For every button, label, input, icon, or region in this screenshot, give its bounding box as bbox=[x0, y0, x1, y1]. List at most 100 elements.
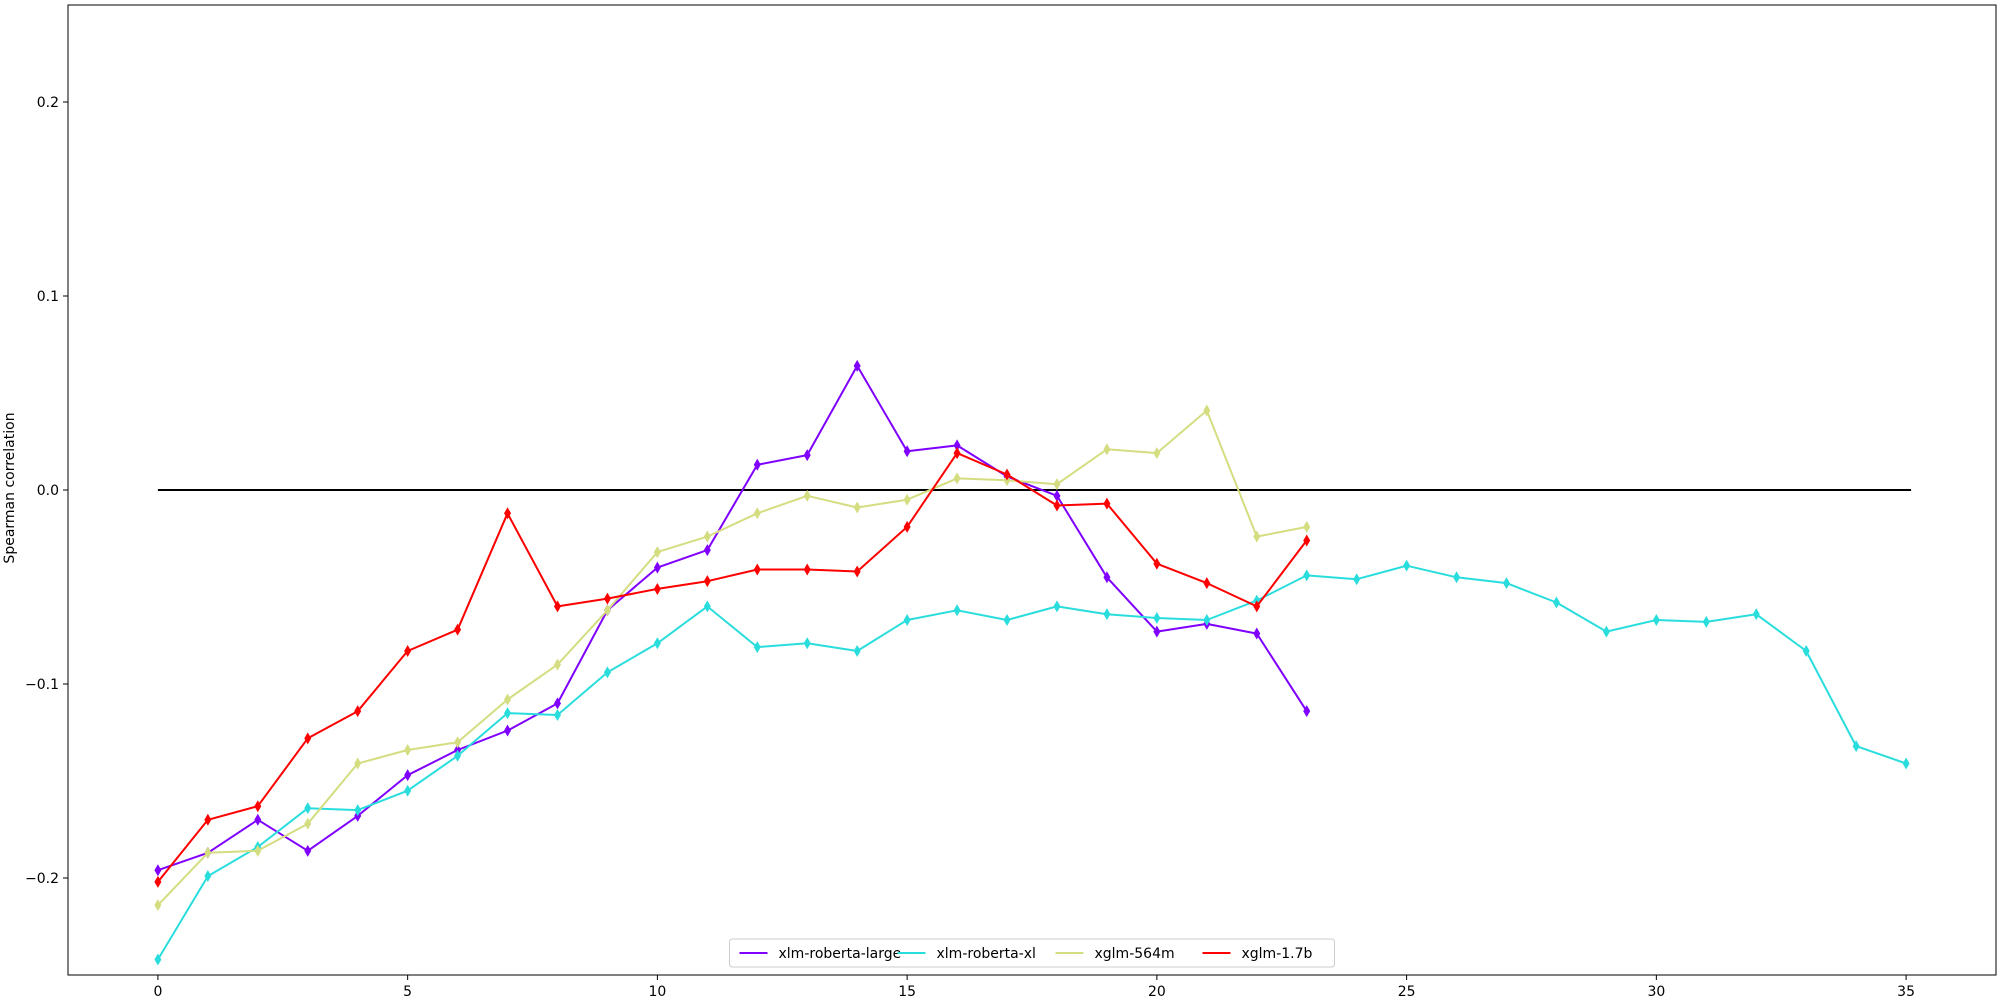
x-tick-label: 5 bbox=[403, 984, 412, 1000]
y-axis: −0.2 −0.1 0.0 0.1 0.2 bbox=[25, 95, 68, 887]
data-point bbox=[853, 501, 861, 514]
legend-label: xglm-564m bbox=[1095, 946, 1175, 962]
data-point bbox=[1053, 478, 1061, 491]
data-point bbox=[1053, 499, 1061, 512]
data-point bbox=[254, 813, 262, 826]
data-point bbox=[204, 846, 212, 859]
data-point bbox=[1203, 404, 1211, 417]
data-point bbox=[404, 784, 412, 797]
data-point bbox=[1303, 705, 1311, 718]
data-point bbox=[1403, 559, 1411, 572]
data-point bbox=[953, 472, 961, 485]
data-point bbox=[1003, 613, 1011, 626]
data-point bbox=[1203, 613, 1211, 626]
data-point bbox=[653, 637, 661, 650]
series-line-xglm-564m bbox=[157, 409, 1307, 906]
x-tick-label: 35 bbox=[1897, 984, 1915, 1000]
data-point bbox=[1353, 573, 1361, 586]
data-point bbox=[1752, 608, 1760, 621]
series-xglm-1.7b bbox=[154, 447, 1311, 888]
data-point bbox=[1103, 608, 1111, 621]
series-line-xglm-1.7b bbox=[157, 452, 1308, 883]
data-point bbox=[553, 709, 561, 722]
data-point bbox=[903, 520, 911, 533]
data-point bbox=[803, 449, 811, 462]
data-point bbox=[953, 447, 961, 460]
data-point bbox=[1103, 571, 1111, 584]
data-point bbox=[603, 592, 611, 605]
data-point bbox=[354, 804, 362, 817]
data-point bbox=[254, 844, 262, 857]
data-point bbox=[154, 864, 162, 877]
x-tick-label: 20 bbox=[1148, 984, 1166, 1000]
y-tick-label: 0.1 bbox=[37, 289, 59, 305]
data-point bbox=[1153, 625, 1161, 638]
data-point bbox=[1303, 534, 1311, 547]
data-point bbox=[1453, 571, 1461, 584]
data-point bbox=[753, 563, 761, 576]
data-point bbox=[304, 732, 312, 745]
data-point bbox=[1053, 600, 1061, 613]
data-point bbox=[1602, 625, 1610, 638]
legend-item-xglm-1.7b: xglm-1.7b bbox=[1202, 946, 1313, 962]
data-point bbox=[504, 724, 512, 737]
legend: xlm-roberta-large xlm-roberta-xl xglm-564m… bbox=[729, 938, 1335, 968]
y-tick-label: −0.1 bbox=[25, 677, 59, 693]
data-point bbox=[1103, 443, 1111, 456]
data-point bbox=[553, 697, 561, 710]
x-tick-label: 30 bbox=[1647, 984, 1665, 1000]
data-point bbox=[354, 705, 362, 718]
data-point bbox=[853, 359, 861, 372]
data-point bbox=[1253, 600, 1261, 613]
legend-item-xlm-roberta-large: xlm-roberta-large bbox=[739, 946, 901, 962]
data-point bbox=[1552, 596, 1560, 609]
data-point bbox=[304, 802, 312, 815]
x-tick-label: 0 bbox=[153, 984, 162, 1000]
data-point bbox=[404, 645, 412, 658]
data-point bbox=[803, 637, 811, 650]
data-point bbox=[1153, 612, 1161, 625]
x-axis: 0 5 10 15 20 25 30 35 bbox=[153, 975, 1915, 1000]
data-point bbox=[454, 623, 462, 636]
data-point bbox=[1503, 577, 1511, 590]
y-tick-label: −0.2 bbox=[25, 871, 59, 887]
data-point bbox=[1303, 520, 1311, 533]
series-line-xlm-roberta-large bbox=[157, 364, 1308, 872]
data-point bbox=[504, 693, 512, 706]
data-point bbox=[903, 613, 911, 626]
data-point bbox=[653, 546, 661, 559]
data-point bbox=[454, 736, 462, 749]
legend-label: xglm-1.7b bbox=[1242, 946, 1313, 962]
data-point bbox=[1003, 468, 1011, 481]
data-point bbox=[853, 565, 861, 578]
data-point bbox=[703, 530, 711, 543]
data-point bbox=[1652, 613, 1660, 626]
data-point bbox=[304, 817, 312, 830]
series-xlm-roberta-xl bbox=[154, 559, 1910, 966]
data-point bbox=[1153, 447, 1161, 460]
data-point bbox=[953, 439, 961, 452]
y-axis-label: Spearman correlation bbox=[2, 412, 18, 563]
data-point bbox=[1153, 557, 1161, 570]
data-point bbox=[504, 507, 512, 520]
data-point bbox=[1253, 627, 1261, 640]
data-point bbox=[504, 707, 512, 720]
data-point bbox=[553, 600, 561, 613]
data-point bbox=[1852, 740, 1860, 753]
y-tick-label: 0.2 bbox=[37, 95, 59, 111]
data-point bbox=[903, 493, 911, 506]
series-layer bbox=[154, 359, 1910, 966]
data-point bbox=[753, 507, 761, 520]
x-tick-label: 15 bbox=[898, 984, 916, 1000]
data-point bbox=[254, 800, 262, 813]
data-point bbox=[404, 769, 412, 782]
data-point bbox=[154, 899, 162, 912]
data-point bbox=[753, 458, 761, 471]
data-point bbox=[1253, 530, 1261, 543]
data-point bbox=[1053, 489, 1061, 502]
data-point bbox=[603, 666, 611, 679]
data-point bbox=[454, 749, 462, 762]
x-tick-label: 25 bbox=[1398, 984, 1416, 1000]
data-point bbox=[1203, 577, 1211, 590]
